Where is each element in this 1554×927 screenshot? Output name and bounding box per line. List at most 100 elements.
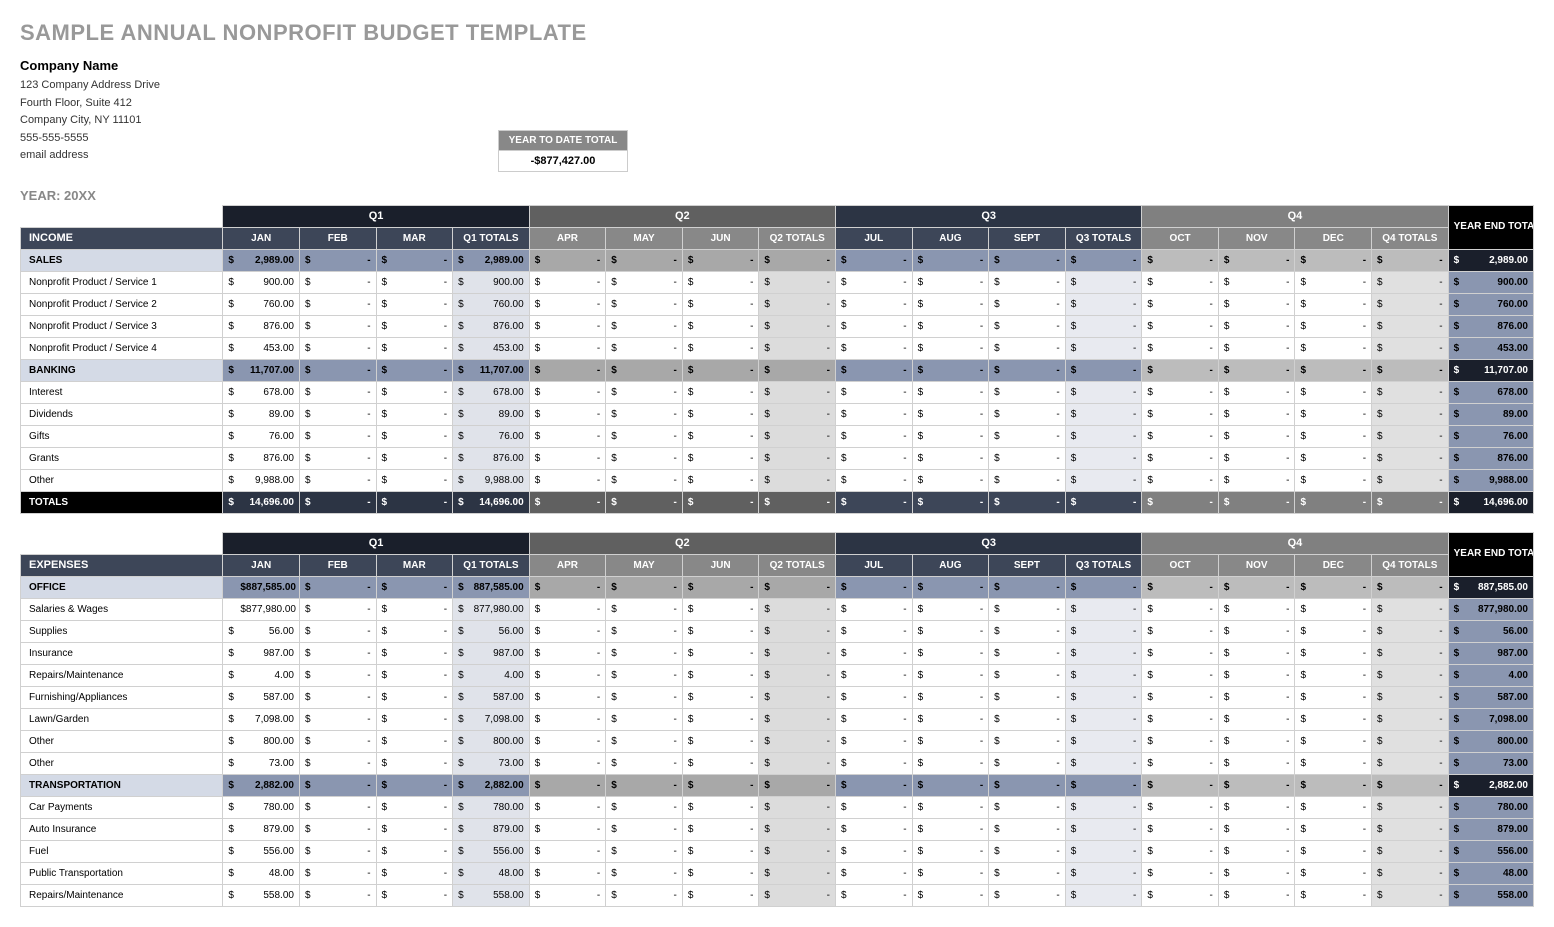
cell-value: - <box>1300 626 1366 637</box>
cell-value: - <box>1147 277 1213 288</box>
cell-value: - <box>764 846 830 857</box>
cell-value: 876.00 <box>1454 321 1528 332</box>
cell-value: - <box>535 387 601 398</box>
cell-value: - <box>1377 431 1443 442</box>
cell-value: - <box>994 890 1060 901</box>
cell-value: - <box>918 758 984 769</box>
cell-value: - <box>305 387 371 398</box>
cell-value: - <box>611 736 677 747</box>
cell-value: - <box>611 714 677 725</box>
cell-value: - <box>918 582 984 593</box>
cell-value: - <box>1377 736 1443 747</box>
cell-value: - <box>841 714 907 725</box>
data-row: Supplies$56.00$-$-$56.00$-$-$-$-$-$-$-$-… <box>21 620 1534 642</box>
cell-value: 558.00 <box>1454 890 1528 901</box>
month-header: Q3 TOTALS <box>1065 227 1142 249</box>
cell-value: - <box>688 714 754 725</box>
cell-value: - <box>382 626 448 637</box>
cell-value: - <box>918 299 984 310</box>
cell-value: - <box>994 802 1060 813</box>
cell-value: - <box>1300 277 1366 288</box>
cell-value: - <box>1300 582 1366 593</box>
data-row: Nonprofit Product / Service 4$453.00$-$-… <box>21 337 1534 359</box>
cell-value: - <box>1377 802 1443 813</box>
company-city: Company City, NY 11101 <box>20 112 1534 130</box>
cell-value: 2,989.00 <box>1454 255 1528 266</box>
cell-value: - <box>688 453 754 464</box>
cell-value: - <box>994 626 1060 637</box>
cell-value: - <box>1147 692 1213 703</box>
cell-value: - <box>1377 343 1443 354</box>
month-header: SEPT <box>989 227 1066 249</box>
company-address2: Fourth Floor, Suite 412 <box>20 95 1534 113</box>
month-header: JUN <box>682 554 759 576</box>
cell-value: - <box>1300 604 1366 615</box>
cell-value: - <box>1224 475 1290 486</box>
cell-value: - <box>688 604 754 615</box>
cell-value: - <box>305 299 371 310</box>
row-label: Insurance <box>21 642 223 664</box>
cell-value: - <box>994 409 1060 420</box>
cell-value: - <box>382 692 448 703</box>
cell-value: - <box>382 802 448 813</box>
cell-value: - <box>1147 648 1213 659</box>
cell-value: - <box>841 453 907 464</box>
cell-value: - <box>611 802 677 813</box>
cell-value: - <box>305 475 371 486</box>
cell-value: 760.00 <box>458 299 524 310</box>
cell-value: - <box>1147 299 1213 310</box>
cell-value: - <box>382 453 448 464</box>
q2-header: Q2 <box>529 532 835 554</box>
cell-value: - <box>1377 497 1443 508</box>
cell-value: - <box>1224 387 1290 398</box>
cell-value: - <box>1147 582 1213 593</box>
cell-value: - <box>611 453 677 464</box>
cell-value: - <box>382 497 448 508</box>
year-end-header: YEAR END TOTALS <box>1448 532 1533 576</box>
row-label: Auto Insurance <box>21 818 223 840</box>
category-label: TRANSPORTATION <box>21 774 223 796</box>
cell-value: - <box>764 343 830 354</box>
cell-value: - <box>841 497 907 508</box>
q1-header: Q1 <box>223 205 529 227</box>
cell-value: - <box>1300 758 1366 769</box>
cell-value: - <box>305 846 371 857</box>
cell-value: - <box>305 582 371 593</box>
cell-value: - <box>1377 626 1443 637</box>
cell-value: - <box>382 890 448 901</box>
company-phone: 555-555-5555 <box>20 130 498 148</box>
cell-value: - <box>1300 321 1366 332</box>
cell-value: - <box>1377 387 1443 398</box>
cell-value: - <box>688 255 754 266</box>
category-label: SALES <box>21 249 223 271</box>
cell-value: - <box>764 714 830 725</box>
cell-value: - <box>535 343 601 354</box>
cell-value: - <box>611 626 677 637</box>
cell-value: - <box>535 321 601 332</box>
month-header: Q2 TOTALS <box>759 227 836 249</box>
row-label: Salaries & Wages <box>21 598 223 620</box>
cell-value: 678.00 <box>1454 387 1528 398</box>
cell-value: 900.00 <box>1454 277 1528 288</box>
cell-value: 56.00 <box>458 626 524 637</box>
cell-value: - <box>841 648 907 659</box>
data-row: Car Payments$780.00$-$-$780.00$-$-$-$-$-… <box>21 796 1534 818</box>
cell-value: - <box>1071 736 1137 747</box>
cell-value: 453.00 <box>458 343 524 354</box>
data-row: Other$800.00$-$-$800.00$-$-$-$-$-$-$-$-$… <box>21 730 1534 752</box>
cell-value: - <box>688 387 754 398</box>
cell-value: - <box>611 582 677 593</box>
cell-value: - <box>764 890 830 901</box>
cell-value: - <box>1147 802 1213 813</box>
cell-value: - <box>1071 714 1137 725</box>
cell-value: - <box>841 321 907 332</box>
cell-value: - <box>994 868 1060 879</box>
cell-value: - <box>764 758 830 769</box>
cell-value: - <box>305 453 371 464</box>
cell-value: - <box>1224 692 1290 703</box>
cell-value: - <box>994 431 1060 442</box>
cell-value: - <box>1300 409 1366 420</box>
ytd-label: YEAR TO DATE TOTAL <box>498 130 628 151</box>
cell-value: - <box>1224 736 1290 747</box>
cell-value: - <box>611 604 677 615</box>
